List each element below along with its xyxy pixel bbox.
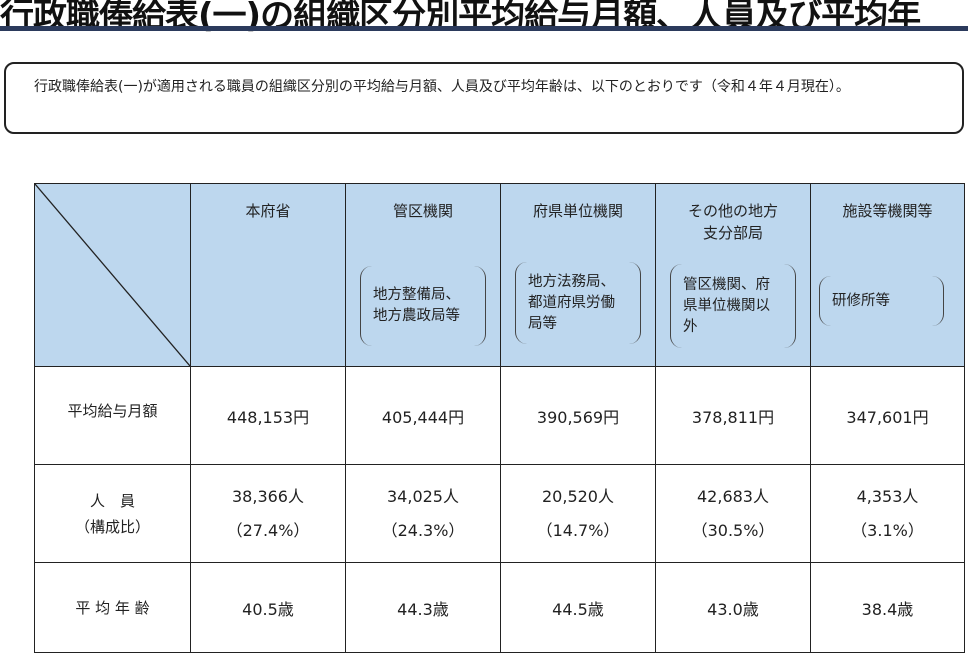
table-row-age: 平 均 年 齢 40.5歳 44.3歳 44.5歳 43.0歳 38.4歳	[34, 562, 965, 653]
column-detail: 管区機関、府県単位機関以外	[670, 264, 796, 348]
row-label-sub: （構成比）	[74, 517, 150, 536]
column-header-fuken: 府県単位機関地方法務局、都道府県労働局等	[500, 183, 656, 367]
column-detail: 地方整備局、地方農政局等	[360, 266, 486, 346]
staff-ratio: （24.3%）	[381, 520, 465, 540]
column-detail: 研修所等	[819, 276, 944, 326]
column-name: その他の地方支分部局	[687, 202, 778, 242]
row-label-main: 人 員	[89, 491, 135, 510]
salary-table: 本府省 管区機関地方整備局、地方農政局等 府県単位機関地方法務局、都道府県労働局…	[34, 183, 965, 653]
staff-ratio: （27.4%）	[226, 520, 310, 540]
row-label: 平均給与月額	[34, 366, 191, 465]
cell: 40.5歳	[190, 562, 346, 653]
staff-ratio: （14.7%）	[536, 520, 620, 540]
column-name: 管区機関	[392, 202, 453, 220]
cell: 20,520人 （14.7%）	[500, 464, 656, 563]
cell: 44.3歳	[345, 562, 501, 653]
column-name: 施設等機関等	[842, 202, 933, 220]
cell: 44.5歳	[500, 562, 656, 653]
cell: 34,025人 （24.3%）	[345, 464, 501, 563]
intro-note-box: 行政職俸給表(一)が適用される職員の組織区分別の平均給与月額、人員及び平均年齢は…	[4, 62, 964, 134]
cell: 38.4歳	[810, 562, 965, 653]
column-name: 府県単位機関	[532, 202, 623, 220]
staff-count: 34,025人	[387, 486, 459, 506]
staff-count: 42,683人	[697, 486, 769, 506]
staff-ratio: （30.5%）	[691, 520, 775, 540]
staff-ratio: （3.1%）	[851, 520, 924, 540]
staff-count: 38,366人	[232, 486, 304, 506]
cell: 378,811円	[655, 366, 811, 465]
diagonal-line	[35, 184, 190, 366]
row-label: 平 均 年 齢	[34, 562, 191, 653]
cell: 42,683人 （30.5%）	[655, 464, 811, 563]
column-detail: 地方法務局、都道府県労働局等	[515, 262, 641, 344]
table-row-staff: 人 員 （構成比） 38,366人 （27.4%） 34,025人 （24.3%） 2…	[34, 464, 965, 563]
cell: 43.0歳	[655, 562, 811, 653]
cell: 448,153円	[190, 366, 346, 465]
column-header-kanku: 管区機関地方整備局、地方農政局等	[345, 183, 501, 367]
staff-count: 20,520人	[542, 486, 614, 506]
cell: 38,366人 （27.4%）	[190, 464, 346, 563]
corner-cell	[34, 183, 191, 367]
column-header-shisetsu: 施設等機関等研修所等	[810, 183, 965, 367]
header-row: 本府省 管区機関地方整備局、地方農政局等 府県単位機関地方法務局、都道府県労働局…	[34, 183, 965, 367]
intro-note-text: 行政職俸給表(一)が適用される職員の組織区分別の平均給与月額、人員及び平均年齢は…	[34, 79, 850, 95]
staff-count: 4,353人	[856, 486, 919, 506]
cell: 405,444円	[345, 366, 501, 465]
column-name: 本府省	[245, 202, 291, 220]
cell: 4,353人 （3.1%）	[810, 464, 965, 563]
title-underline	[0, 26, 968, 31]
column-header-honfusho: 本府省	[190, 183, 346, 367]
page-title: 行政職俸給表(一)の組織区分別平均給与月額、人員及び平均年	[0, 0, 921, 36]
column-header-other: その他の地方支分部局管区機関、府県単位機関以外	[655, 183, 811, 367]
row-label: 人 員 （構成比）	[34, 464, 191, 563]
cell: 347,601円	[810, 366, 965, 465]
cell: 390,569円	[500, 366, 656, 465]
table-row-salary: 平均給与月額 448,153円 405,444円 390,569円 378,81…	[34, 366, 965, 465]
